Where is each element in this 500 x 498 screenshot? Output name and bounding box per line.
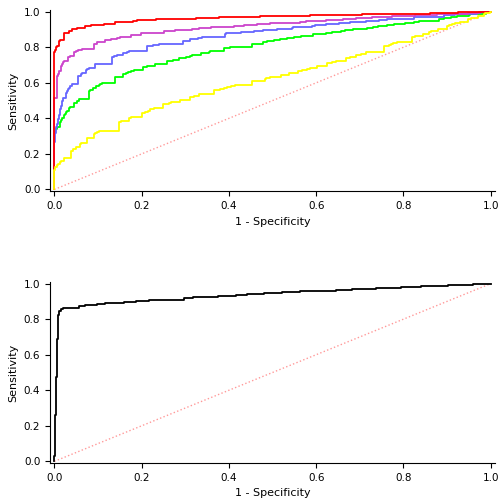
Y-axis label: Sensitivity: Sensitivity bbox=[8, 72, 18, 129]
X-axis label: 1 - Specificity: 1 - Specificity bbox=[234, 217, 310, 227]
X-axis label: 1 - Specificity: 1 - Specificity bbox=[234, 489, 310, 498]
Y-axis label: Sensitivity: Sensitivity bbox=[8, 344, 18, 401]
